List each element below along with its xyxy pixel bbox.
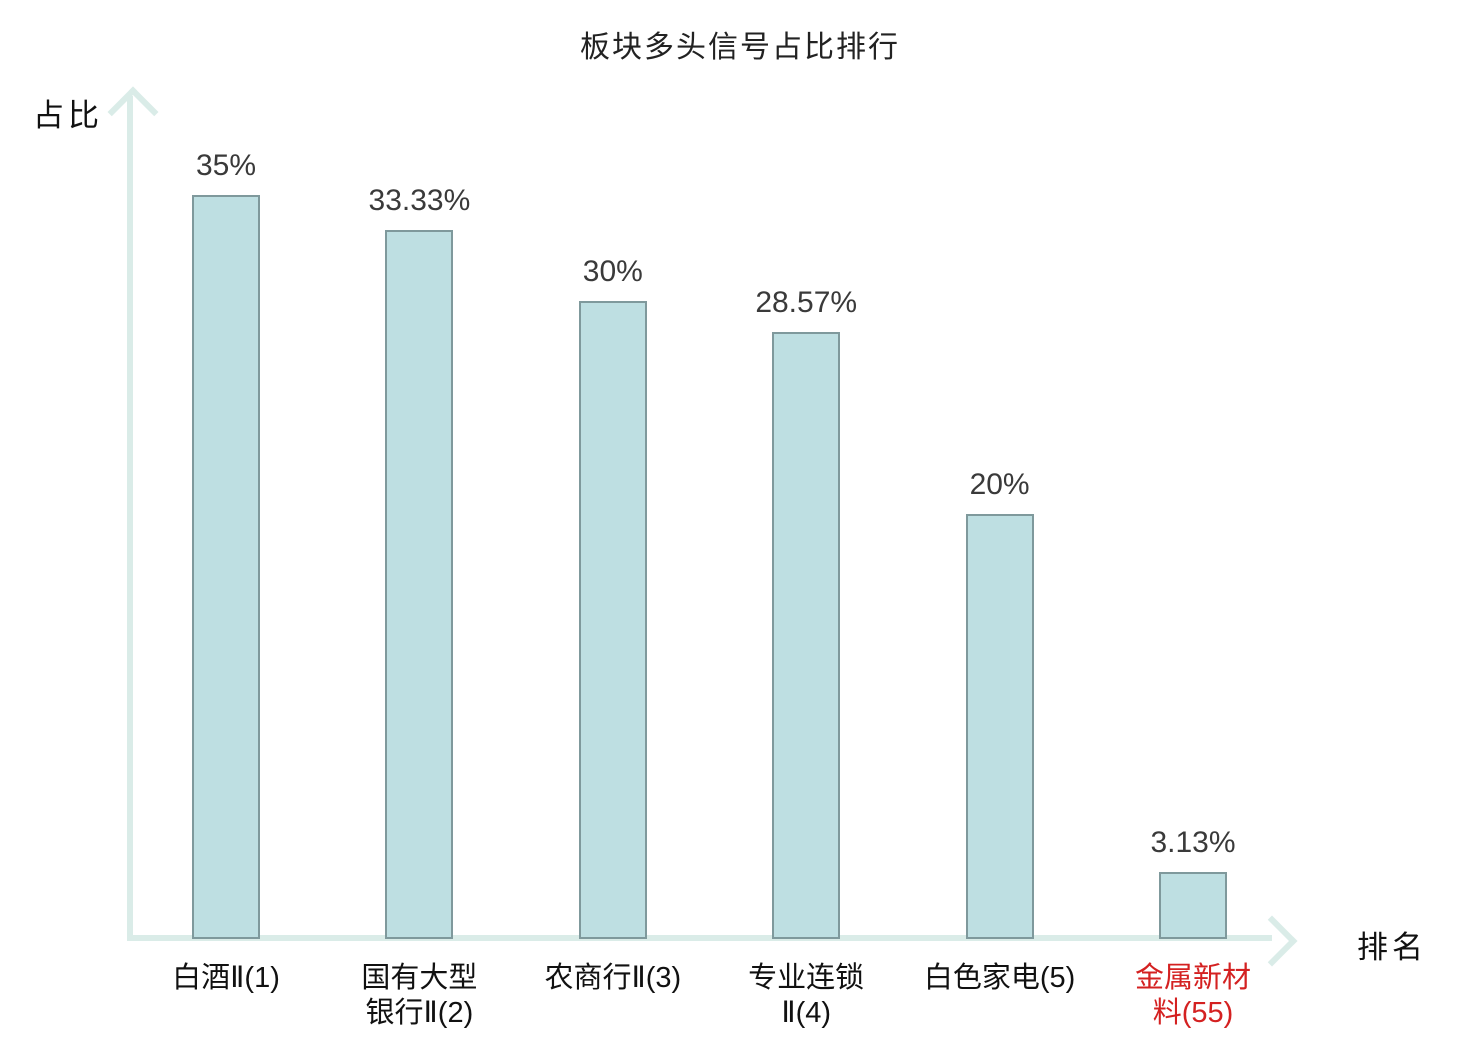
bar — [1159, 872, 1227, 939]
category-label: 白酒Ⅱ(1) — [172, 962, 280, 994]
bar-value-label: 28.57% — [755, 286, 858, 319]
category-label: 金属新材 料(55) — [1134, 962, 1251, 1029]
x-axis-label: 排名 — [1357, 930, 1427, 965]
y-axis-line — [127, 96, 133, 941]
category-label: 白色家电(5) — [923, 962, 1076, 994]
chart-title: 板块多头信号占比排行 — [580, 31, 900, 64]
bar — [192, 195, 260, 939]
bar-value-label: 33.33% — [368, 184, 471, 217]
category-label: 农商行Ⅱ(3) — [544, 962, 682, 994]
y-axis-label: 占比 — [33, 98, 103, 133]
bar — [772, 332, 841, 939]
bar — [965, 514, 1034, 939]
x-axis-line — [127, 935, 1272, 941]
y-axis-arrow-icon — [107, 86, 159, 138]
bar — [385, 230, 454, 939]
category-label: 专业连锁 Ⅱ(4) — [748, 962, 865, 1029]
bar-value-label: 30% — [582, 255, 643, 288]
bar-value-label: 20% — [969, 468, 1030, 501]
category-label: 国有大型 银行Ⅱ(2) — [361, 962, 478, 1029]
bar-value-label: 3.13% — [1150, 826, 1236, 859]
x-axis-arrow-icon — [1246, 915, 1298, 967]
bar — [578, 301, 647, 939]
bar-value-label: 35% — [195, 149, 257, 182]
